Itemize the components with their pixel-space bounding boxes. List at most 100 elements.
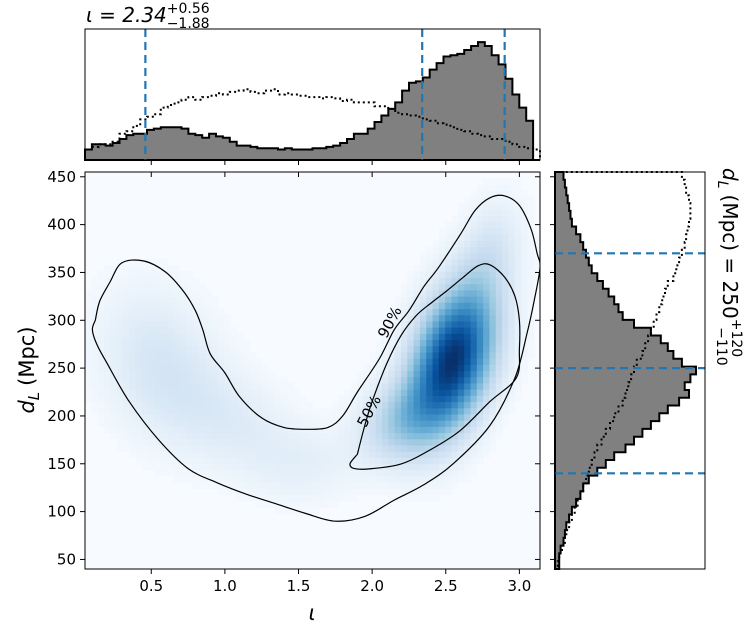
heatmap-cell [268,475,276,483]
heatmap-cell [325,494,333,502]
heatmap-cell [400,432,408,440]
heatmap-cell [457,413,465,421]
heatmap-cell [293,475,301,483]
heatmap-cell [148,451,156,458]
heatmap-cell [192,413,200,421]
heatmap-cell [527,246,535,254]
heatmap-cell [280,401,288,409]
heatmap-cell [141,289,149,297]
heatmap-cell [160,289,168,297]
heatmap-cell [508,407,516,415]
heatmap-cell [502,240,509,248]
heatmap-cell [438,302,446,310]
heatmap-cell [514,333,522,341]
heatmap-cell [230,333,238,341]
heatmap-cell [502,376,509,384]
heatmap-cell [160,407,168,415]
heatmap-cell [129,289,137,297]
heatmap-cell [445,289,453,297]
heatmap-cell [438,395,446,403]
heatmap-cell [97,289,105,297]
heatmap-cell [230,413,238,421]
heatmap-cell [173,296,181,303]
heatmap-cell [97,277,105,285]
heatmap-cell [179,314,187,322]
heatmap-cell [489,296,497,303]
heatmap-cell [426,401,434,409]
heatmap-cell [400,333,408,341]
heatmap-cell [400,382,408,390]
heatmap-cell [198,407,206,415]
heatmap-cell [432,333,440,341]
heatmap-cell [148,413,156,421]
heatmap-cell [242,426,250,434]
heatmap-cell [438,271,446,279]
heatmap-cell [521,289,528,297]
heatmap-cell [211,327,219,334]
heatmap-cell [299,444,307,452]
heatmap-cell [489,345,497,353]
heatmap-cell [337,494,345,502]
heatmap-cell [407,333,415,341]
heatmap-cell [337,475,345,483]
heatmap-cell [388,389,396,396]
heatmap-cell [110,302,118,310]
heatmap-cell [527,327,535,334]
heatmap-cell [451,327,459,334]
heatmap-cell [407,426,415,434]
heatmap-cell [198,420,206,427]
heatmap-cell [483,190,491,198]
heatmap-cell [382,457,389,465]
heatmap-cell [217,345,225,353]
heatmap-cell [293,389,301,396]
heatmap-cell [495,364,503,372]
heatmap-cell [299,451,307,458]
heatmap-cell [242,463,250,471]
heatmap-cell [211,420,219,427]
heatmap-cell [293,432,301,440]
heatmap-cell [198,395,206,403]
heatmap-cell [224,432,231,440]
heatmap-cell [476,438,484,446]
heatmap-cell [116,358,124,365]
heatmap-cell [394,314,402,322]
heatmap-cell [457,258,465,266]
heatmap-cell [413,401,421,409]
heatmap-cell [236,451,244,458]
heatmap-cell [375,475,383,483]
heatmap-cell [457,444,465,452]
heatmap-cell [135,314,143,322]
heatmap-cell [350,407,358,415]
heatmap-cell [325,463,333,471]
heatmap-cell [470,327,478,334]
heatmap-cell [325,426,333,434]
heatmap-cell [255,358,263,365]
heatmap-cell [432,271,440,279]
right-frame [554,171,706,570]
heatmap-cell [363,469,370,477]
heatmap-cell [375,364,383,372]
heatmap-cell [186,370,194,378]
heatmap-cell [173,389,181,396]
heatmap-cell [261,457,269,465]
heatmap-cell [325,413,333,421]
heatmap-cell [236,333,244,341]
heatmap-cell [91,395,99,403]
heatmap-cell [502,203,509,210]
heatmap-cell [211,339,219,347]
heatmap-cell [521,240,528,248]
heatmap-cell [470,463,478,471]
heatmap-cell [451,463,459,471]
heatmap-cell [337,401,345,409]
heatmap-cell [413,389,421,396]
heatmap-cell [426,252,434,260]
heatmap-cell [129,438,137,446]
heatmap-cell [129,296,137,303]
x-tick-label: 1.5 [287,577,311,595]
heatmap-cell [369,432,377,440]
heatmap-cell [419,469,427,477]
heatmap-cell [141,302,149,310]
heatmap-cell [407,351,415,359]
heatmap-cell [103,277,111,285]
heatmap-cell [173,457,181,465]
